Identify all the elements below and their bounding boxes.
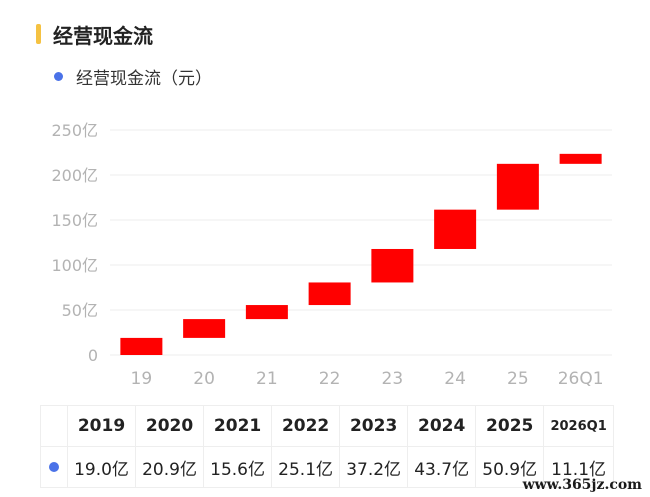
y-tick-label: 100亿 [51, 256, 98, 275]
legend-label: 经营现金流（元） [76, 69, 212, 89]
table-corner [40, 405, 68, 447]
table-header-cell: 2022 [271, 405, 341, 447]
table-cell: 50.9亿 [475, 446, 545, 488]
x-tick-label: 21 [256, 369, 278, 389]
waterfall-bar[interactable] [371, 248, 414, 283]
x-tick-label: 23 [382, 369, 404, 389]
accent-bar [36, 24, 41, 44]
table-cell: 25.1亿 [271, 446, 341, 488]
x-tick-label: 25 [507, 369, 529, 389]
table-row: 19.0亿 20.9亿 15.6亿 25.1亿 37.2亿 43.7亿 50.9… [40, 446, 614, 488]
table-cell: 20.9亿 [135, 446, 205, 488]
x-tick-label: 26Q1 [558, 369, 604, 389]
y-tick-label: 250亿 [51, 121, 98, 140]
table-cell: 11.1亿 [543, 446, 614, 488]
table-header-cell: 2021 [203, 405, 273, 447]
watermark: www.365jz.com [522, 477, 642, 493]
y-tick-label: 0 [88, 346, 98, 365]
table-header-cell: 2023 [339, 405, 409, 447]
x-tick-label: 24 [444, 369, 466, 389]
waterfall-bar[interactable] [496, 163, 539, 210]
table-header-cell: 2024 [407, 405, 477, 447]
waterfall-bar[interactable] [308, 282, 351, 306]
x-tick-label: 20 [193, 369, 215, 389]
legend[interactable]: 经营现金流（元） [54, 64, 212, 89]
y-tick-label: 150亿 [51, 211, 98, 230]
waterfall-bar[interactable] [559, 153, 602, 164]
chart-title: 经营现金流 [53, 23, 153, 48]
waterfall-bar[interactable] [183, 319, 226, 338]
x-tick-label: 22 [319, 369, 341, 389]
row-dot-cell [40, 446, 68, 488]
chart-header: 经营现金流 [36, 20, 153, 48]
x-tick-label: 19 [131, 369, 153, 389]
y-tick-label: 200亿 [51, 166, 98, 185]
y-tick-label: 50亿 [62, 301, 98, 320]
data-table: 2019 2020 2021 2022 2023 2024 2025 2026Q… [40, 405, 614, 488]
waterfall-bar[interactable] [120, 337, 163, 355]
table-header-cell: 2020 [135, 405, 205, 447]
table-header-row: 2019 2020 2021 2022 2023 2024 2025 2026Q… [40, 405, 614, 447]
table-header-cell: 2019 [66, 405, 137, 447]
series-dot-icon [49, 462, 59, 472]
table-cell: 43.7亿 [407, 446, 477, 488]
legend-dot-icon [54, 72, 63, 81]
table-header-cell: 2025 [475, 405, 545, 447]
waterfall-chart: 0 50亿 100亿 150亿 200亿 250亿 19 20 21 22 23 24 25 26Q1 [51, 121, 612, 389]
table-cell: 15.6亿 [203, 446, 273, 488]
table-cell: 19.0亿 [66, 446, 137, 488]
waterfall-bar[interactable] [245, 305, 288, 320]
waterfall-bar[interactable] [434, 209, 477, 249]
table-header-cell: 2026Q1 [543, 405, 614, 447]
table-cell: 37.2亿 [339, 446, 409, 488]
